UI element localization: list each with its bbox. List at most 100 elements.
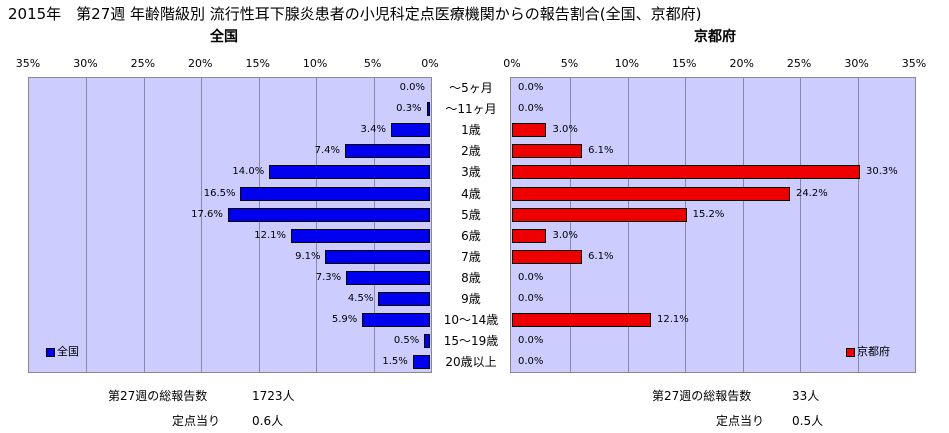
kyoto-bar [512, 186, 790, 201]
kyoto-value-label: 0.0% [518, 293, 544, 304]
category-label: ～11ヶ月 [445, 102, 497, 117]
kyoto-value-label: 24.2% [795, 187, 828, 199]
national-value-label: 1.5% [382, 356, 408, 368]
chart-title: 2015年 第27週 年齢階級別 流行性耳下腺炎患者の小児科定点医療機関からの報… [8, 5, 702, 23]
kyoto-value-label: 0.0% [518, 356, 544, 368]
national-value-label: 12.1% [254, 229, 287, 241]
right-per-label: 定点当り [716, 414, 765, 428]
right-per-value: 0.5人 [792, 414, 824, 428]
national-bar [227, 207, 430, 222]
kyoto-value-label: 0.0% [518, 82, 544, 93]
national-bar [346, 270, 430, 285]
national-value-label: 0.3% [396, 103, 422, 115]
left-gridline [316, 78, 318, 372]
kyoto-value-label: 6.1% [588, 145, 614, 157]
kyoto-value-label: 0.0% [518, 103, 544, 115]
national-value-label: 0.0% [399, 82, 425, 93]
right-tick-label: 0% [503, 57, 521, 70]
national-bar [362, 313, 430, 328]
left-gridline [201, 78, 203, 372]
kyoto-bar [512, 228, 547, 243]
kyoto-value-label: 3.0% [552, 229, 578, 241]
national-bar [390, 123, 430, 138]
right-gridline [627, 78, 629, 372]
left-tick-label: 35% [15, 57, 41, 70]
national-bar [240, 186, 430, 201]
category-label: 4歳 [461, 186, 481, 201]
left-gridline [86, 78, 88, 372]
national-value-label: 5.9% [331, 314, 358, 326]
category-label: 15～19歳 [443, 334, 499, 349]
national-value-label: 0.5% [393, 335, 420, 347]
legend-kyoto-swatch [846, 347, 855, 357]
kyoto-bar [512, 313, 651, 328]
left-gridline [373, 78, 375, 372]
national-value-label: 7.3% [315, 271, 342, 283]
national-bar [424, 334, 430, 349]
kyoto-value-label: 12.1% [656, 314, 689, 326]
legend-kyoto-label: 京都府 [857, 345, 890, 358]
kyoto-value-label: 0.0% [518, 335, 544, 347]
national-bar [378, 292, 430, 306]
category-label: 10～14歳 [443, 313, 499, 328]
right-gridline [800, 78, 802, 372]
kyoto-bar [512, 165, 861, 180]
kyoto-bar [512, 123, 547, 138]
category-label: 1歳 [461, 123, 481, 138]
kyoto-bar [512, 249, 583, 264]
national-bar [412, 355, 430, 370]
left-gridline [143, 78, 145, 372]
category-label: ～5ヶ月 [449, 81, 493, 95]
left-total-value: 1723人 [252, 389, 295, 403]
national-value-label: 14.0% [232, 166, 265, 178]
category-label: 5歳 [461, 207, 481, 222]
left-tick-label: 30% [73, 57, 98, 70]
right-tick-label: 35% [901, 57, 927, 70]
left-tick-label: 10% [302, 57, 328, 70]
category-label: 6歳 [461, 228, 481, 243]
category-label: 20歳以上 [445, 355, 497, 370]
national-bar [345, 144, 430, 159]
left-per-label: 定点当り [172, 414, 221, 428]
left-tick-label: 0% [421, 57, 439, 70]
national-bar [291, 228, 430, 243]
right-gridline [742, 78, 744, 372]
left-gridline [258, 78, 260, 372]
kyoto-value-label: 3.0% [552, 124, 578, 136]
kyoto-value-label: 30.3% [866, 166, 898, 178]
national-bar [325, 249, 430, 264]
legend-national-label: 全国 [57, 345, 79, 358]
right-plot-area [510, 77, 916, 373]
national-bar [426, 102, 430, 117]
right-tick-label: 5% [560, 57, 579, 70]
national-value-label: 3.4% [360, 124, 386, 136]
right-tick-label: 25% [786, 57, 812, 70]
kyoto-bar [512, 207, 687, 222]
legend-kyoto: 京都府 [846, 343, 890, 359]
right-gridline [857, 78, 859, 372]
right-total-label: 第27週の総報告数 [652, 389, 752, 403]
right-gridline [570, 78, 572, 372]
right-panel-title: 京都府 [694, 29, 736, 45]
kyoto-value-label: 6.1% [588, 250, 614, 262]
left-tick-label: 15% [245, 57, 270, 70]
national-bar [269, 165, 430, 180]
right-tick-label: 20% [729, 57, 754, 70]
legend-national-swatch [46, 347, 55, 357]
kyoto-value-label: 15.2% [692, 208, 725, 220]
national-value-label: 16.5% [203, 187, 236, 199]
category-label: 3歳 [461, 165, 481, 180]
right-x-axis: 0% 5% 10% 15% 20% 25% 30% 35% [0, 57, 949, 71]
left-panel-title: 全国 [210, 29, 238, 45]
category-label: 9歳 [461, 292, 481, 306]
right-gridline [685, 78, 687, 372]
right-tick-label: 30% [844, 57, 869, 70]
left-tick-label: 25% [130, 57, 156, 70]
national-value-label: 7.4% [314, 145, 341, 157]
national-value-label: 17.6% [191, 208, 223, 220]
national-value-label: 9.1% [295, 250, 321, 262]
left-per-value: 0.6人 [252, 414, 284, 428]
category-label: 8歳 [461, 270, 481, 285]
right-tick-label: 10% [614, 57, 640, 70]
kyoto-value-label: 0.0% [518, 271, 544, 283]
